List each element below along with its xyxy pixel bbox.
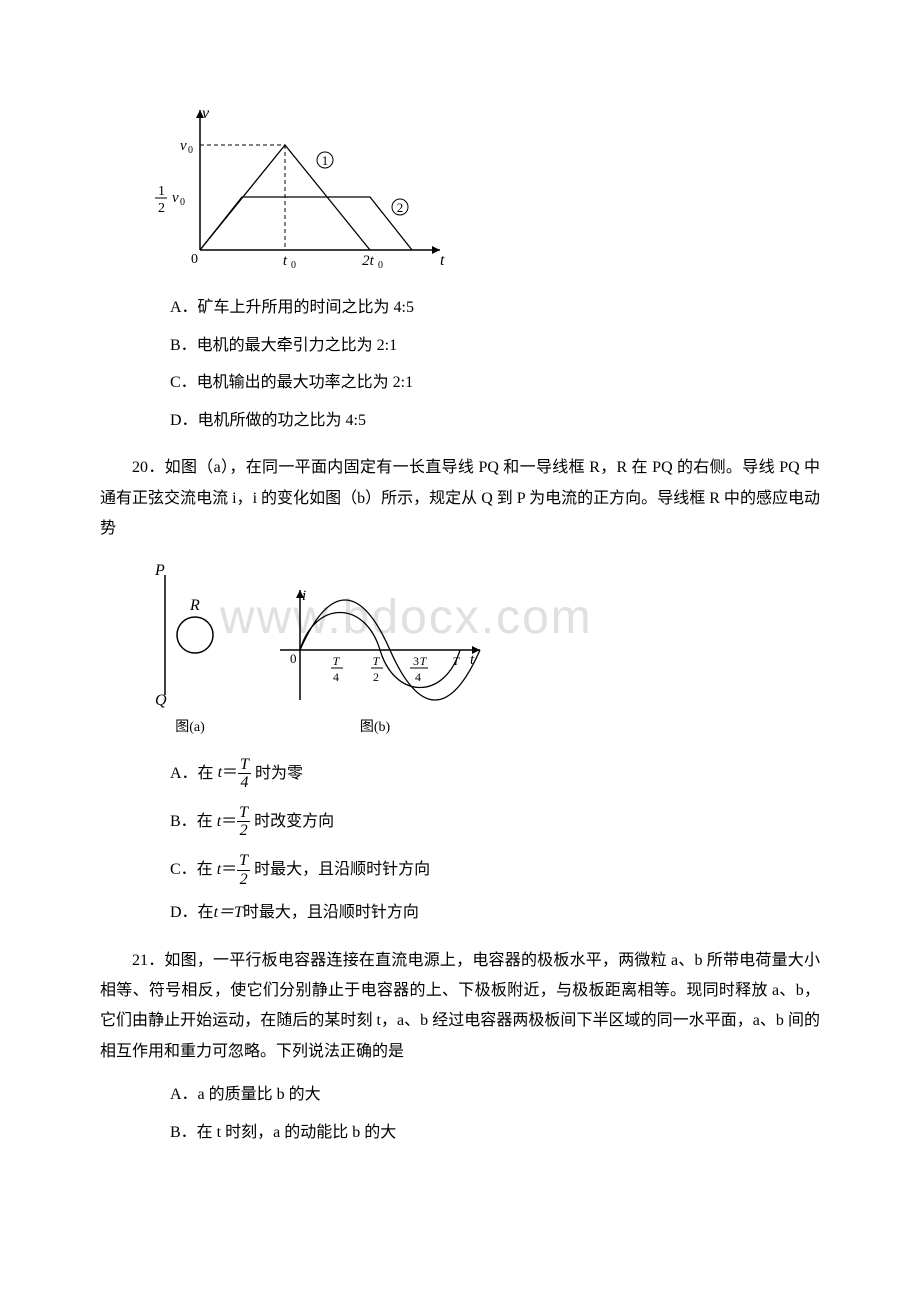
q20-c-eq: t＝T2 <box>217 861 254 878</box>
q20-d-prefix: D．在 <box>170 904 214 921</box>
svg-text:0: 0 <box>378 260 383 270</box>
svg-text:T: T <box>420 654 428 668</box>
q20-a-eq: t＝T4 <box>218 764 255 781</box>
q20-b-suffix: 时改变方向 <box>254 813 334 830</box>
q20-b-eq: t＝T2 <box>217 813 254 830</box>
svg-text:4: 4 <box>415 670 421 684</box>
vt-chart: 1 2 v t 0 v 0 1 2 v 0 t 0 2t 0 <box>150 100 820 275</box>
q20-options: A．在 t＝T4 时为零 B．在 t＝T2 时改变方向 C．在 t＝T2 时最大… <box>170 756 820 926</box>
q21-options: A．a 的质量比 b 的大 B．在 t 时刻，a 的动能比 b 的大 <box>170 1082 820 1145</box>
q21-body: 如图，一平行板电容器连接在直流电源上，电容器的极板水平，两微粒 a、b 所带电荷… <box>100 952 820 1060</box>
page-content: 1 2 v t 0 v 0 1 2 v 0 t 0 2t 0 A．矿车上升所用的… <box>100 100 820 1145</box>
q20-fig-a-label: 图(a) <box>175 716 205 736</box>
q20-b-den: 2 <box>237 822 250 840</box>
q20-option-b: B．在 t＝T2 时改变方向 <box>170 804 820 840</box>
svg-text:v: v <box>180 138 187 154</box>
q19-option-d: D．电机所做的功之比为 4:5 <box>170 408 820 434</box>
q20-option-c: C．在 t＝T2 时最大，且沿顺时针方向 <box>170 852 820 888</box>
q19-option-c: C．电机输出的最大功率之比为 2:1 <box>170 370 820 396</box>
svg-text:R: R <box>189 597 200 614</box>
q20-b-num: T <box>237 804 250 823</box>
q20-fig-a-svg: P Q R <box>150 560 230 710</box>
q20-a-suffix: 时为零 <box>255 764 303 781</box>
q20-c-prefix: C．在 <box>170 861 213 878</box>
q20-figures: P Q R 图(a) i 0 t <box>150 560 820 736</box>
svg-text:1: 1 <box>158 184 165 199</box>
q20-fig-b-label: 图(b) <box>360 716 390 736</box>
q20-option-a: A．在 t＝T4 时为零 <box>170 756 820 792</box>
svg-text:0: 0 <box>291 260 296 270</box>
q20-fig-b: i 0 t T 4 T 2 3 T 4 T 图(b) <box>260 580 490 736</box>
svg-text:3: 3 <box>413 654 419 668</box>
q19-option-a: A．矿车上升所用的时间之比为 4:5 <box>170 295 820 321</box>
q20-c-den: 2 <box>237 871 250 889</box>
q20-d-eq: t＝T <box>214 904 243 921</box>
svg-text:2: 2 <box>373 670 379 684</box>
svg-text:i: i <box>302 588 306 604</box>
q20-fig-a: P Q R 图(a) <box>150 560 230 736</box>
q20-a-den: 4 <box>238 774 251 792</box>
q20-text: 20．如图（a），在同一平面内固定有一长直导线 PQ 和一导线框 R，R 在 P… <box>100 453 820 544</box>
q21-option-a: A．a 的质量比 b 的大 <box>170 1082 820 1108</box>
q20-a-prefix: A．在 <box>170 764 214 781</box>
svg-text:t: t <box>283 253 288 269</box>
svg-text:0: 0 <box>290 651 297 666</box>
svg-text:v: v <box>202 105 210 122</box>
q21-number: 21． <box>132 952 164 969</box>
q20-c-num: T <box>237 852 250 871</box>
svg-text:1: 1 <box>322 153 329 168</box>
q20-body: 如图（a），在同一平面内固定有一长直导线 PQ 和一导线框 R，R 在 PQ 的… <box>100 459 820 537</box>
svg-text:v: v <box>172 190 179 206</box>
svg-text:0: 0 <box>180 197 185 208</box>
svg-text:2t: 2t <box>362 253 375 269</box>
q20-c-suffix: 时最大，且沿顺时针方向 <box>254 861 430 878</box>
q20-option-d: D．在t＝T时最大，且沿顺时针方向 <box>170 900 820 926</box>
svg-text:Q: Q <box>155 692 167 709</box>
q20-d-suffix: 时最大，且沿顺时针方向 <box>243 904 419 921</box>
svg-text:0: 0 <box>188 145 193 156</box>
svg-text:t: t <box>470 652 475 668</box>
svg-text:T: T <box>453 654 461 668</box>
q20-b-prefix: B．在 <box>170 813 213 830</box>
q20-a-num: T <box>238 756 251 775</box>
svg-text:P: P <box>154 562 165 579</box>
vt-chart-svg: 1 2 v t 0 v 0 1 2 v 0 t 0 2t 0 <box>150 100 450 270</box>
q20-fig-b-svg: i 0 t T 4 T 2 3 T 4 T <box>260 580 490 710</box>
svg-text:t: t <box>440 252 445 269</box>
svg-text:T: T <box>373 654 381 668</box>
q19-options: A．矿车上升所用的时间之比为 4:5 B．电机的最大牵引力之比为 2:1 C．电… <box>170 295 820 433</box>
q21-text: 21．如图，一平行板电容器连接在直流电源上，电容器的极板水平，两微粒 a、b 所… <box>100 946 820 1068</box>
svg-text:T: T <box>333 654 341 668</box>
svg-text:0: 0 <box>191 252 198 267</box>
svg-text:2: 2 <box>397 200 404 215</box>
q20-number: 20． <box>132 459 165 476</box>
svg-text:4: 4 <box>333 670 339 684</box>
q21-option-b: B．在 t 时刻，a 的动能比 b 的大 <box>170 1120 820 1146</box>
q19-option-b: B．电机的最大牵引力之比为 2:1 <box>170 333 820 359</box>
svg-text:2: 2 <box>158 201 165 216</box>
